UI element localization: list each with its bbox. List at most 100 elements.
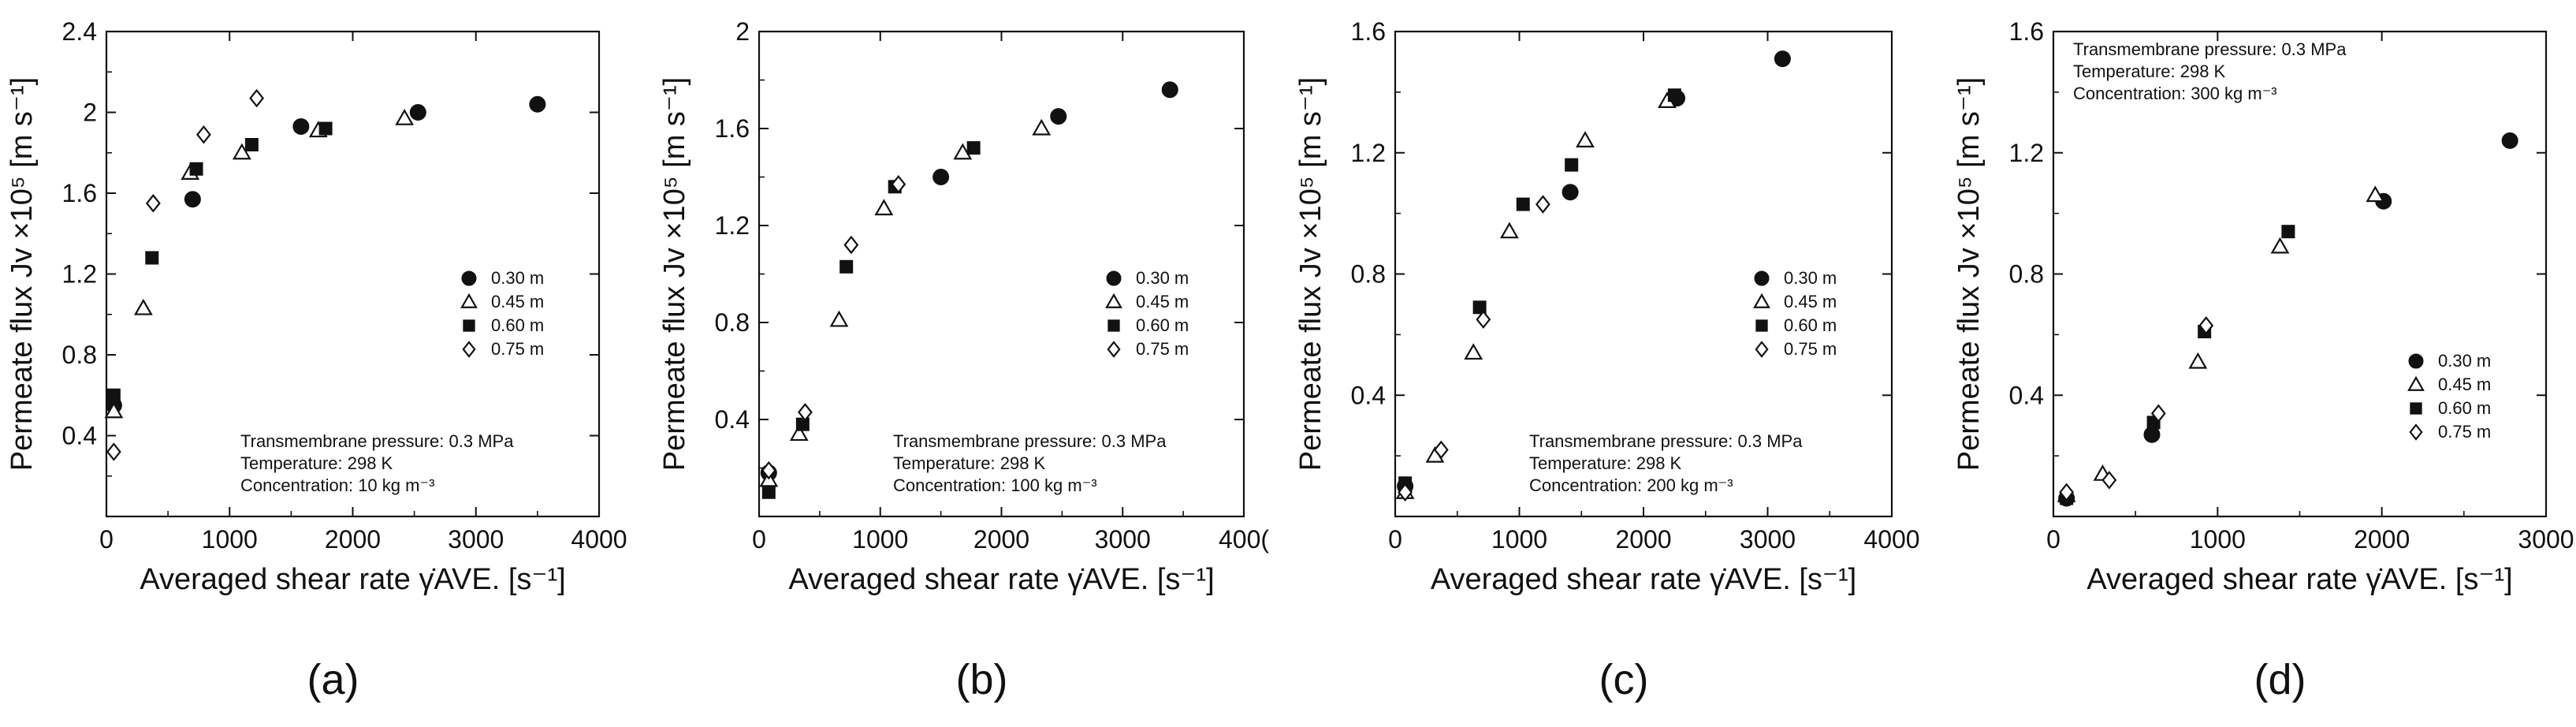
y-tick-label: 1.6: [715, 114, 750, 143]
legend-marker: [1107, 319, 1120, 332]
y-tick-label: 0.8: [2009, 260, 2044, 289]
x-tick-label: 2000: [1615, 525, 1671, 554]
legend: 0.30 m 0.45 m 0.60 m 0.75 m: [460, 268, 544, 359]
x-tick-label: 2000: [325, 525, 381, 554]
data-point: [2101, 471, 2117, 490]
data-point: [795, 417, 810, 431]
condition-line: Temperature: 298 K: [1529, 453, 1682, 473]
x-tick-label: 3000: [1095, 525, 1151, 554]
series-045m: [759, 118, 1052, 487]
condition-line: Concentration: 100 kg m⁻³: [893, 475, 1097, 495]
data-point: [2150, 404, 2166, 423]
x-tick-label: 3000: [2518, 525, 2574, 554]
conditions-note: Transmembrane pressure: 0.3 MPa Temperatu…: [2073, 39, 2347, 103]
x-tick-label: 1000: [2190, 525, 2246, 554]
data-point: [395, 108, 415, 125]
data-point: [1516, 197, 1530, 211]
panel-label: (b): [956, 656, 1008, 703]
condition-line: Transmembrane pressure: 0.3 MPa: [1529, 431, 1803, 451]
series-075m: [2059, 316, 2214, 502]
x-tick-label: 2000: [973, 525, 1029, 554]
panel-label: (a): [307, 656, 359, 703]
condition-line: Temperature: 298 K: [240, 453, 393, 473]
data-point: [829, 310, 849, 327]
conditions-note: Transmembrane pressure: 0.3 MPaTemperatu…: [1529, 431, 1803, 495]
chart-panel-b: 0 1000 2000 3000 400(0.4 0.8 1.2 1.6 2 Averaged s…: [658, 17, 1269, 703]
condition-line: Concentration: 300 kg m⁻³: [2073, 84, 2277, 103]
legend-label: 0.45 m: [1136, 292, 1189, 311]
x-tick-label: 1000: [1491, 525, 1547, 554]
legend-marker: [460, 293, 478, 308]
legend-label: 0.60 m: [491, 315, 544, 335]
panel-label: (d): [2254, 656, 2306, 703]
series-075m: [761, 174, 906, 480]
conditions-note: Transmembrane pressure: 0.3 MPaTemperatu…: [893, 431, 1167, 495]
data-point: [2501, 132, 2518, 149]
data-point: [2366, 185, 2385, 203]
legend-label: 0.60 m: [1784, 315, 1837, 335]
x-tick-label: 3000: [448, 525, 504, 554]
series-075m: [106, 88, 265, 461]
series-030m: [1397, 50, 1791, 495]
y-tick-label: 0.8: [62, 341, 97, 369]
condition-line: Transmembrane pressure: 0.3 MPa: [240, 431, 514, 451]
legend-marker: [1753, 293, 1770, 308]
data-point: [1032, 118, 1052, 136]
condition-line: Concentration: 10 kg m⁻³: [240, 475, 434, 495]
data-point: [966, 141, 981, 155]
data-point: [244, 138, 259, 151]
x-tick-label: 2000: [2354, 525, 2410, 554]
legend-label: 0.75 m: [1136, 339, 1189, 359]
x-tick-label: 400(: [1219, 525, 1269, 554]
data-point: [932, 169, 950, 185]
plot-frame: [2052, 30, 2548, 518]
series-030m: [2058, 132, 2518, 507]
series-045m: [2057, 185, 2385, 502]
legend-label: 0.75 m: [491, 339, 544, 359]
data-point: [2198, 316, 2214, 335]
legend: 0.30 m 0.45 m 0.60 m 0.75 m: [2407, 351, 2491, 442]
legend-marker: [2408, 353, 2424, 369]
chart-panel-a: 0 1000 2000 3000 4000 0.4 0.8 1.2 1.6 2 2.4 Average…: [6, 17, 627, 703]
legend-marker: [462, 341, 476, 358]
y-tick-label: 1.2: [62, 260, 97, 289]
x-axis-title: Averaged shear rate γ̇AVE. [s⁻¹]: [788, 563, 1214, 596]
data-point: [292, 117, 310, 135]
data-point: [1500, 222, 1519, 239]
y-axis-title: Permeate flux Jv ×10⁵ [m s⁻¹]: [658, 77, 691, 471]
y-tick-label: 0.4: [2009, 381, 2044, 409]
legend-label: 0.30 m: [491, 268, 544, 288]
y-tick-label: 2.4: [62, 17, 97, 46]
legend-marker: [1755, 341, 1769, 358]
data-point: [2270, 237, 2290, 254]
y-tick-label: 1.2: [1351, 139, 1386, 167]
data-point: [1050, 108, 1067, 125]
legend-label: 0.30 m: [1136, 268, 1189, 288]
legend-marker: [2410, 402, 2422, 415]
conditions-note: Transmembrane pressure: 0.3 MPaTemperatu…: [240, 431, 514, 495]
data-point: [1774, 50, 1791, 68]
series-075m: [1398, 195, 1550, 502]
condition-line: Transmembrane pressure: 0.3 MPa: [2073, 39, 2347, 59]
data-point: [1398, 483, 1413, 502]
data-point: [2059, 483, 2075, 502]
data-point: [145, 194, 161, 213]
data-point: [1464, 343, 1483, 360]
series-060m: [1398, 88, 1681, 490]
data-point: [249, 88, 265, 108]
series-060m: [2060, 225, 2295, 505]
series-030m: [105, 95, 546, 414]
chart-panel-d: 0 1000 2000 3000 0.4 0.8 1.2 1.6 Averaged shear …: [1952, 17, 2574, 703]
data-point: [839, 259, 854, 274]
legend-label: 0.30 m: [2438, 351, 2491, 371]
data-point: [1562, 184, 1579, 201]
condition-line: Temperature: 298 K: [2073, 62, 2226, 81]
y-tick-label: 2: [83, 99, 97, 127]
y-axis-title: Permeate flux Jv ×10⁵ [m s⁻¹]: [1294, 77, 1327, 471]
legend-label: 0.30 m: [1784, 268, 1837, 288]
condition-line: Transmembrane pressure: 0.3 MPa: [893, 431, 1167, 451]
legend-marker: [1755, 319, 1768, 332]
y-tick-label: 0.4: [715, 405, 750, 434]
y-tick-label: 1.2: [715, 211, 750, 240]
